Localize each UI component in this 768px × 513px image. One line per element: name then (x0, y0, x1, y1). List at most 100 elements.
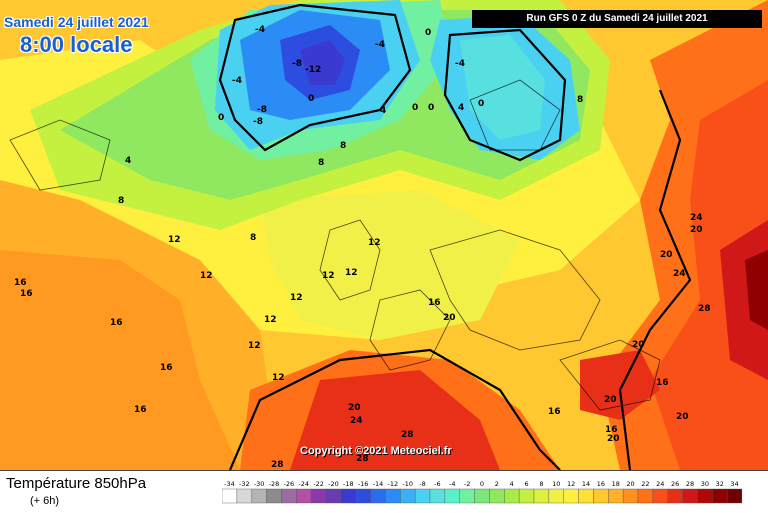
legend-tick-label: -28 (269, 480, 280, 488)
legend-swatch (385, 488, 401, 504)
legend-swatch (563, 488, 579, 504)
svg-text:-4: -4 (375, 40, 385, 50)
svg-text:12: 12 (368, 238, 381, 248)
legend-tick-label: 34 (730, 480, 738, 488)
svg-text:12: 12 (322, 271, 335, 281)
legend-tick-label: 20 (626, 480, 634, 488)
legend-swatch (712, 488, 728, 504)
svg-text:24: 24 (673, 269, 686, 279)
legend-tick-label: -2 (464, 480, 470, 488)
legend-swatch (400, 488, 416, 504)
svg-text:16: 16 (14, 278, 27, 288)
legend-swatch (325, 488, 342, 504)
legend-swatch (489, 488, 505, 504)
legend-swatch (622, 488, 639, 504)
legend-swatch (310, 488, 327, 504)
svg-text:20: 20 (632, 340, 645, 350)
svg-text:20: 20 (660, 250, 673, 260)
svg-text:12: 12 (264, 315, 277, 325)
legend-swatch (474, 488, 490, 504)
legend-swatch (593, 488, 609, 504)
legend-tick-label: -20 (328, 480, 339, 488)
legend-tick-label: -24 (298, 480, 309, 488)
legend-swatch (266, 488, 282, 504)
legend-tick-label: 18 (612, 480, 620, 488)
svg-text:8: 8 (318, 158, 324, 168)
legend-tick-label: -22 (313, 480, 324, 488)
legend-swatch (637, 488, 654, 504)
legend-swatch (548, 488, 564, 504)
svg-text:28: 28 (698, 304, 711, 314)
run-info: Run GFS 0 Z du Samedi 24 juillet 2021 (472, 10, 762, 28)
legend-tick-label: 26 (671, 480, 679, 488)
local-time: 8:00 locale (20, 32, 133, 57)
temperature-map: -12 -8 -8 -8 -4 -4 -4 -4 0 0 0 0 0 0 4 4… (0, 0, 768, 470)
svg-text:0: 0 (478, 99, 484, 109)
legend-swatch (518, 488, 535, 504)
svg-text:16: 16 (605, 425, 618, 435)
svg-text:24: 24 (690, 213, 703, 223)
svg-text:16: 16 (20, 289, 33, 299)
legend-tick-label: 24 (656, 480, 664, 488)
legend-swatch (355, 488, 371, 504)
legend-tick-label: -8 (419, 480, 425, 488)
label-minus12: -12 (305, 65, 321, 75)
svg-text:12: 12 (272, 373, 285, 383)
legend-tick-label: -6 (434, 480, 440, 488)
legend-tick-label: 14 (582, 480, 590, 488)
legend-swatch (296, 488, 312, 504)
legend-swatch (682, 488, 698, 504)
legend-tick-label: -12 (388, 480, 399, 488)
legend-swatch (667, 488, 683, 504)
svg-text:16: 16 (656, 378, 669, 388)
svg-text:28: 28 (401, 430, 414, 440)
legend-swatch (459, 488, 475, 504)
legend-tick-label: 0 (480, 480, 484, 488)
legend-tick-label: 4 (510, 480, 514, 488)
svg-text:-8: -8 (292, 59, 302, 69)
legend-tick-label: 16 (597, 480, 605, 488)
legend-tick-label: 8 (539, 480, 543, 488)
svg-text:0: 0 (428, 103, 434, 113)
svg-text:4: 4 (380, 106, 386, 116)
svg-text:16: 16 (428, 298, 441, 308)
svg-text:8: 8 (118, 196, 124, 206)
legend-tick-label: -18 (343, 480, 354, 488)
legend-tick-label: 12 (567, 480, 575, 488)
legend-swatch (236, 488, 252, 504)
legend-swatch (370, 488, 386, 504)
legend-swatch (533, 488, 550, 504)
svg-text:8: 8 (577, 95, 583, 105)
legend-tick-label: -34 (224, 480, 235, 488)
legend-swatch (444, 488, 460, 504)
legend-swatch (652, 488, 668, 504)
legend-tick-label: 32 (716, 480, 724, 488)
svg-text:28: 28 (271, 460, 284, 470)
svg-text:-8: -8 (253, 117, 263, 127)
legend-tick-label: 28 (686, 480, 694, 488)
svg-text:-4: -4 (232, 76, 242, 86)
legend-swatch (726, 488, 742, 504)
svg-text:12: 12 (345, 268, 358, 278)
svg-text:20: 20 (676, 412, 689, 422)
legend-tick-label: -26 (284, 480, 295, 488)
svg-text:-8: -8 (257, 105, 267, 115)
svg-text:-4: -4 (255, 25, 265, 35)
legend-tick-label: 30 (701, 480, 709, 488)
svg-text:24: 24 (350, 416, 363, 426)
svg-text:0: 0 (412, 103, 418, 113)
legend-tick-label: 22 (641, 480, 649, 488)
svg-text:-4: -4 (455, 59, 465, 69)
legend-swatch (251, 488, 267, 504)
svg-text:12: 12 (200, 271, 213, 281)
legend-tick-label: -30 (254, 480, 265, 488)
svg-text:16: 16 (134, 405, 147, 415)
svg-text:16: 16 (548, 407, 561, 417)
legend-swatch (578, 488, 594, 504)
legend-tick-label: -32 (239, 480, 250, 488)
legend-tick-label: -10 (402, 480, 413, 488)
svg-text:12: 12 (248, 341, 261, 351)
svg-text:0: 0 (218, 113, 224, 123)
svg-text:20: 20 (443, 313, 456, 323)
svg-text:20: 20 (604, 395, 617, 405)
